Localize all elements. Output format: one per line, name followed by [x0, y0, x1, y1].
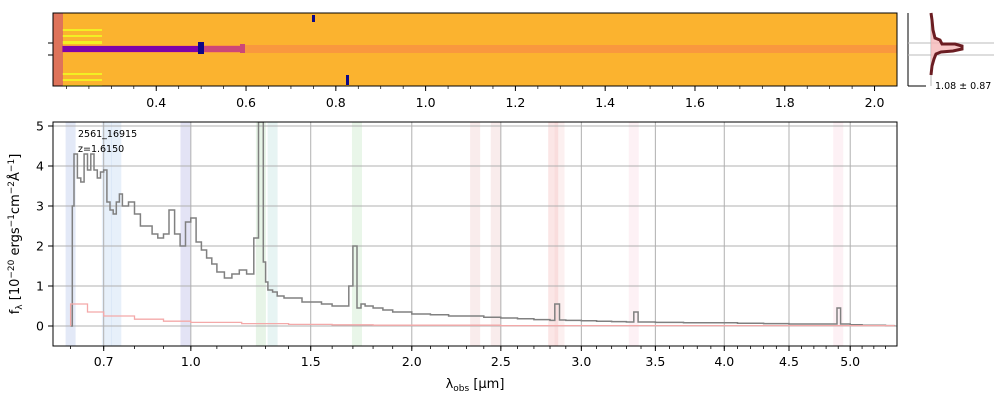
- emission-line-band: [554, 122, 565, 346]
- x-tick-label: 2.0: [402, 354, 422, 369]
- spectrum-2d-frame: [52, 12, 898, 87]
- spectrum-2d-x-tick-label: 1.6: [685, 95, 705, 110]
- emission-line-band: [111, 122, 122, 346]
- trace-band: [62, 45, 897, 53]
- profile-line: [929, 12, 964, 76]
- spectrum-2d-panel: 0.4 0.6 0.8 1.0 1.2 1.4 1.6 1.8 2.0: [48, 12, 898, 110]
- error-series: [69, 303, 895, 327]
- noise-row: [62, 91, 102, 93]
- noise-row: [62, 35, 102, 37]
- x-tick-label: 4.5: [779, 354, 799, 369]
- spectrum-2d-x-tick-label: 1.0: [416, 95, 436, 110]
- spectrum-2d-x-tick-label: 1.2: [505, 95, 525, 110]
- noise-row: [62, 41, 102, 44]
- hot-pixel: [346, 75, 349, 85]
- emission-blob: [198, 42, 204, 54]
- redshift-label: z=1.6150: [78, 144, 124, 155]
- plot-frame: [52, 121, 898, 347]
- edge-column: [53, 13, 63, 86]
- noise-row: [62, 73, 102, 75]
- trace-core: [202, 46, 242, 52]
- spectrum-2d-x-tick-label: 1.8: [775, 95, 795, 110]
- y-tick-label: 3: [36, 199, 44, 214]
- spectrum-2d-x-tick-label: 0.4: [146, 95, 166, 110]
- x-tick-label: 1.0: [181, 354, 201, 369]
- noise-row: [62, 29, 102, 31]
- x-tick-label: 3.0: [571, 354, 591, 369]
- profile-panel: 1.08 ± 0.87: [907, 12, 994, 92]
- x-axis-label: λobs [μm]: [446, 377, 505, 394]
- x-tick-label: 2.5: [491, 354, 511, 369]
- hot-pixel: [312, 15, 315, 22]
- flux-series: [70, 122, 896, 327]
- emission-line-band: [470, 122, 481, 346]
- spectrum-1d-panel: 0.7 1.0 1.5 2.0 2.5 3.0 3.5 4.0 4.5 5.0 0 1 2 3 4 5 25…: [7, 119, 898, 394]
- emission-line-band: [833, 122, 844, 346]
- profile-label: 1.08 ± 0.87: [935, 81, 991, 92]
- y-tick-label: 2: [36, 239, 44, 254]
- emission-line-band: [628, 122, 639, 346]
- emission-line-band: [490, 122, 501, 346]
- y-tick-label: 0: [36, 319, 44, 334]
- y-tick-label: 4: [36, 159, 44, 174]
- emission-line-band: [351, 122, 362, 346]
- x-tick-label: 1.5: [301, 354, 321, 369]
- spectrum-2d-x-tick-label: 0.8: [326, 95, 346, 110]
- spectrum-2d-x-tick-label: 1.4: [595, 95, 615, 110]
- emission-line-band: [267, 122, 278, 346]
- x-tick-label: 5.0: [840, 354, 860, 369]
- emission-line-band: [101, 122, 112, 346]
- x-tick-label: 0.7: [94, 354, 114, 369]
- emission-line-band: [65, 122, 76, 346]
- emission-line-band: [548, 122, 559, 346]
- trace-core: [62, 46, 202, 52]
- y-axis-label: fλ [10−20 ergs−1cm−2Å−1]: [7, 154, 25, 315]
- object-id-label: 2561_16915: [78, 129, 137, 140]
- spectrum-2d-x-tick-label: 2.0: [865, 95, 885, 110]
- emission-blob: [240, 44, 245, 53]
- spectrum-2d-x-tick-label: 0.6: [236, 95, 256, 110]
- x-tick-label: 4.0: [714, 354, 734, 369]
- x-tick-label: 3.5: [645, 354, 665, 369]
- noise-row: [62, 79, 102, 81]
- emission-line-band: [255, 122, 266, 346]
- y-tick-label: 5: [36, 119, 44, 134]
- y-tick-label: 1: [36, 279, 44, 294]
